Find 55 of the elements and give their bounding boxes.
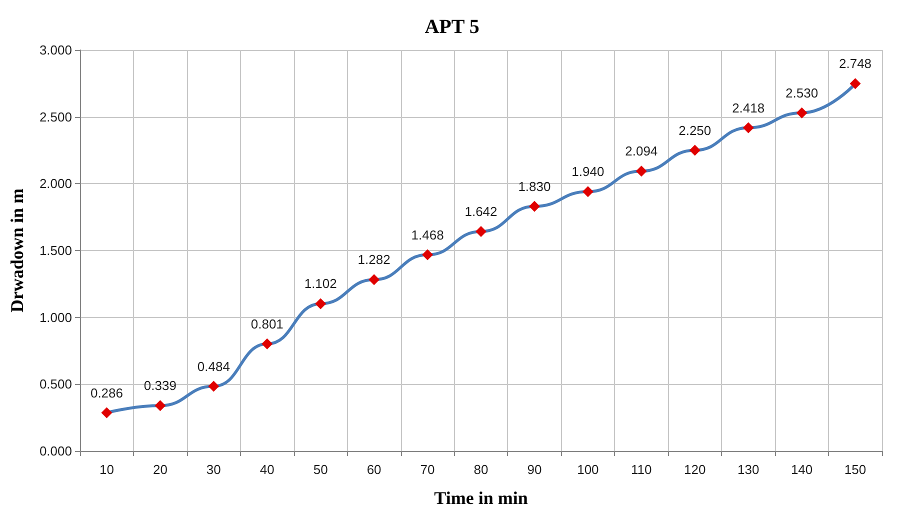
y-tick-label: 2.500 bbox=[39, 109, 72, 124]
y-tick-label: 1.500 bbox=[39, 243, 72, 258]
data-label: 2.418 bbox=[732, 100, 765, 116]
x-tick-label: 90 bbox=[527, 462, 542, 477]
x-tick-label: 100 bbox=[577, 462, 599, 477]
data-label: 0.484 bbox=[197, 358, 230, 374]
point bbox=[262, 338, 273, 350]
data-label: 2.530 bbox=[786, 85, 818, 100]
point bbox=[315, 298, 326, 310]
x-tick-label: 70 bbox=[420, 462, 435, 477]
x-tick-label: 40 bbox=[260, 462, 274, 477]
data-label: 1.642 bbox=[464, 204, 498, 220]
x-tick-label: 20 bbox=[152, 462, 168, 477]
point bbox=[636, 166, 647, 177]
data-label: 0.339 bbox=[144, 378, 176, 394]
point bbox=[582, 186, 594, 198]
data-label: 2.094 bbox=[625, 144, 658, 159]
data-label: 1.940 bbox=[572, 164, 604, 180]
point bbox=[796, 107, 808, 118]
x-tick-label: 130 bbox=[737, 462, 760, 477]
data-label: 1.830 bbox=[518, 178, 551, 194]
point bbox=[850, 78, 861, 90]
x-tick-label: 10 bbox=[100, 462, 114, 477]
data-label: 0.286 bbox=[90, 385, 124, 400]
data-label: 1.102 bbox=[304, 276, 337, 292]
data-label: 2.748 bbox=[838, 56, 872, 72]
x-tick-label: 50 bbox=[313, 462, 328, 477]
x-axis-title: Time in min bbox=[434, 488, 528, 508]
x-tick-label: 150 bbox=[844, 462, 866, 477]
y-tick-label: 1.000 bbox=[39, 310, 72, 325]
x-tick-label: 30 bbox=[206, 462, 221, 477]
x-tick-label: 140 bbox=[790, 462, 813, 477]
point bbox=[476, 226, 486, 238]
y-tick-label: 0.000 bbox=[39, 444, 72, 458]
x-tick-label: 110 bbox=[631, 462, 652, 477]
y-tick-label: 0.500 bbox=[39, 376, 72, 392]
point bbox=[154, 400, 166, 412]
x-tick-label: 120 bbox=[684, 462, 706, 477]
point bbox=[368, 274, 380, 286]
x-tick-label: 80 bbox=[474, 462, 488, 477]
y-tick-label: 2.000 bbox=[39, 176, 72, 192]
chart-title: APT 5 bbox=[424, 16, 480, 38]
data-label: 1.282 bbox=[358, 252, 390, 268]
point bbox=[101, 407, 112, 418]
point bbox=[689, 144, 700, 156]
data-label: 2.250 bbox=[678, 122, 712, 138]
point bbox=[208, 380, 220, 392]
data-label: 1.468 bbox=[411, 227, 444, 242]
y-axis-title: Drwadown in m bbox=[7, 188, 27, 313]
data-label: 0.801 bbox=[250, 316, 284, 332]
point bbox=[422, 249, 434, 260]
x-tick-label: 60 bbox=[366, 462, 382, 477]
point bbox=[528, 200, 540, 212]
point bbox=[742, 122, 754, 134]
y-tick-label: 3.000 bbox=[39, 42, 72, 58]
